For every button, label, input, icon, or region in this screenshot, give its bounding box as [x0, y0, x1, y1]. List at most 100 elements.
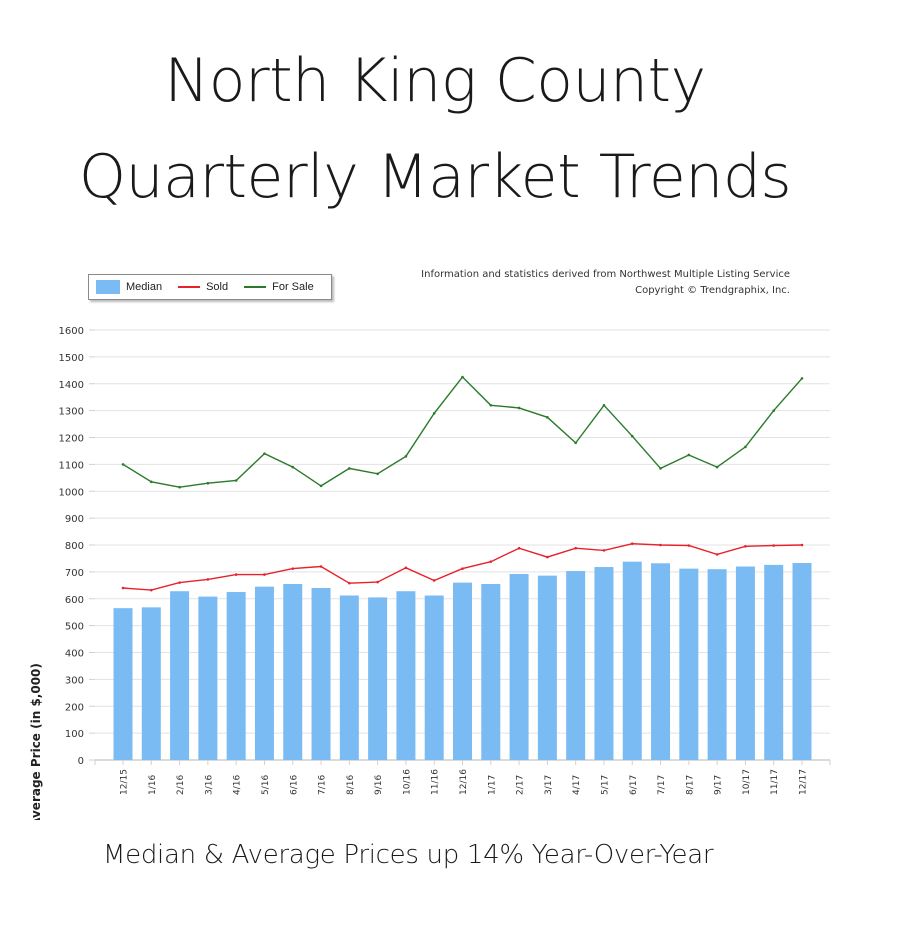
median-bar [792, 563, 812, 760]
source-credit: Information and statistics derived from … [421, 269, 790, 280]
x-tick-label: 5/16 [261, 775, 271, 795]
median-bar [566, 571, 586, 760]
median-bar [226, 592, 246, 760]
sold-point [319, 565, 323, 568]
legend-line-for-sale [244, 286, 267, 288]
y-tick-label: 1000 [59, 487, 84, 498]
sold-point [461, 567, 464, 570]
legend-item-sold: Sold [178, 281, 228, 293]
y-tick-label: 500 [65, 622, 84, 633]
sold-point [715, 553, 719, 556]
sold-point [432, 579, 436, 582]
sold-point [517, 546, 521, 550]
y-tick-label: 100 [65, 729, 84, 740]
median-bar [453, 582, 472, 760]
x-tick-label: 12/16 [459, 769, 469, 795]
for-sale-point [348, 467, 351, 470]
y-axis-label: Average Price (in $,000) [29, 663, 43, 820]
for-sale-point [234, 479, 238, 482]
sold-point [546, 555, 549, 559]
sold-point [121, 586, 125, 590]
y-tick-label: 1200 [59, 434, 84, 445]
y-tick-label: 1100 [59, 460, 84, 471]
for-sale-point [376, 472, 379, 476]
x-tick-label: 10/16 [402, 769, 412, 795]
median-bar [339, 595, 359, 760]
median-bar [113, 608, 133, 760]
median-bar [396, 591, 416, 760]
sold-point [800, 543, 804, 547]
median-bar [764, 564, 784, 760]
x-tick-label: 1/16 [148, 775, 158, 795]
chart-legend: Median Sold For Sale [88, 274, 332, 300]
sold-point [263, 573, 266, 576]
price-chart: 0 100 200 300 400 500 600 700 800 900 1000 1100 1200… [29, 326, 831, 820]
for-sale-point [772, 409, 776, 412]
y-tick-label: 800 [65, 541, 84, 552]
median-bar [509, 574, 529, 760]
for-sale-point [206, 481, 210, 485]
x-tick-label: 2/16 [176, 775, 186, 795]
y-tick-label: 200 [65, 702, 84, 713]
x-tick-label: 12/17 [799, 769, 809, 795]
x-tick-label: 8/17 [685, 775, 695, 795]
for-sale-point [461, 375, 464, 379]
for-sale-point [715, 465, 719, 469]
sold-point [291, 567, 295, 570]
median-bar [707, 569, 727, 760]
page-title-line-2: Quarterly Market Trends [78, 142, 792, 212]
y-tick-label: 1500 [59, 353, 84, 364]
for-sale-point [404, 455, 408, 458]
x-tick-label: 3/17 [544, 775, 554, 795]
y-tick-label: 1600 [59, 326, 84, 337]
legend-item-median: Median [96, 280, 162, 294]
sold-point [404, 566, 408, 570]
sold-point [234, 573, 238, 576]
legend-label-median: Median [126, 281, 163, 293]
x-tick-label: 5/17 [600, 775, 610, 795]
median-bar [594, 567, 614, 760]
y-tick-label: 700 [65, 568, 84, 579]
median-bar [311, 588, 331, 760]
x-tick-label: 7/16 [318, 775, 328, 795]
sold-point [206, 578, 210, 581]
y-tick-label: 1400 [59, 380, 84, 391]
x-tick-label: 6/16 [289, 775, 299, 795]
y-tick-label: 1300 [59, 407, 84, 418]
y-tick-label: 600 [65, 595, 84, 606]
legend-line-sold [178, 286, 201, 288]
for-sale-point [291, 465, 295, 469]
sold-point [630, 542, 634, 545]
for-sale-point [432, 412, 436, 415]
median-bar [254, 586, 274, 760]
for-sale-point [630, 434, 634, 438]
x-tick-label: 9/16 [374, 775, 384, 795]
page-title-line-1: North King County [164, 46, 706, 116]
x-tick-label: 2/17 [516, 775, 526, 795]
sold-point [602, 549, 606, 552]
for-sale-point [319, 484, 323, 488]
x-tick-label: 11/16 [431, 769, 441, 795]
y-tick-label: 300 [65, 675, 84, 686]
for-sale-point [517, 406, 521, 410]
for-sale-point [659, 467, 662, 470]
for-sale-point [489, 403, 493, 407]
y-tick-label: 0 [78, 756, 84, 767]
y-tick-labels: 0 100 200 300 400 500 600 700 800 900 1000 1100 1200… [59, 326, 84, 767]
x-tick-label: 10/17 [742, 769, 752, 795]
x-tick-label: 9/17 [714, 775, 724, 795]
sold-point [178, 581, 181, 584]
for-sale-point [263, 452, 266, 455]
median-bar [283, 583, 303, 760]
legend-label-for-sale: For Sale [272, 281, 314, 293]
x-tick-label: 3/16 [204, 775, 214, 795]
sold-point [772, 544, 776, 547]
median-bar [679, 568, 699, 760]
x-tick-label: 1/17 [487, 775, 497, 795]
copyright-credit: Copyright © Trendgraphix, Inc. [635, 285, 790, 296]
for-sale-point [800, 377, 804, 380]
sold-point [489, 560, 493, 563]
median-bar [481, 583, 501, 760]
x-tick-label: 7/17 [657, 775, 667, 795]
x-tick-label: 11/17 [770, 769, 780, 795]
